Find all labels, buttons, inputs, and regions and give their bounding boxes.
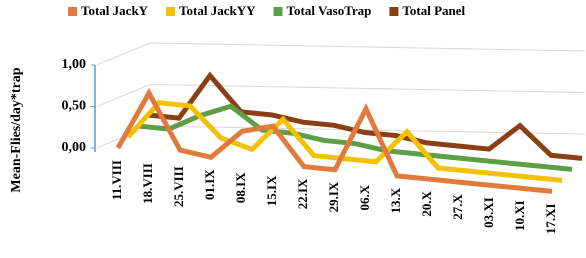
x-tick-label: 22.IX [295, 178, 310, 209]
legend-swatch [68, 7, 77, 16]
x-tick-label: 06.X [357, 184, 372, 210]
series-line [126, 100, 563, 183]
x-tick-label: 27.X [450, 193, 465, 219]
series-line [137, 103, 573, 172]
legend-label: Total VasoTrap [287, 3, 372, 18]
legend-swatch [166, 7, 176, 16]
x-tick-label: 11.VIII [109, 160, 124, 200]
series-line [147, 71, 583, 161]
y-tick-label: 1,00 [62, 57, 87, 72]
x-tick-label: 25.VIII [171, 166, 186, 207]
y-axis-title: Mean-Flies/day*trap [9, 67, 24, 192]
y-tick-label: 0,50 [62, 99, 87, 114]
x-tick-label: 15.IX [264, 175, 279, 206]
legend-swatch [273, 7, 283, 16]
x-tick-label: 03.XI [481, 197, 496, 228]
y-tick-label: 0,00 [62, 140, 87, 155]
x-tick-label: 29.IX [326, 181, 341, 212]
x-tick-label: 13.X [388, 187, 403, 213]
grid-line [96, 42, 586, 66]
x-tick-label: 08.IX [233, 172, 248, 203]
legend-swatch [389, 7, 399, 16]
legend-label: Total JackYY [179, 3, 256, 18]
x-tick-label: 17.XI [543, 203, 558, 234]
legend-label: Total JackY [81, 3, 149, 18]
x-tick-label: 10.XI [512, 200, 527, 231]
series-line [115, 87, 553, 194]
x-tick-label: 18.VIII [140, 163, 155, 204]
legend-label: Total Panel [402, 3, 465, 18]
x-tick-label: 20.X [419, 190, 434, 216]
grid-line [96, 83, 586, 107]
x-tick-label: 01.IX [202, 169, 217, 200]
